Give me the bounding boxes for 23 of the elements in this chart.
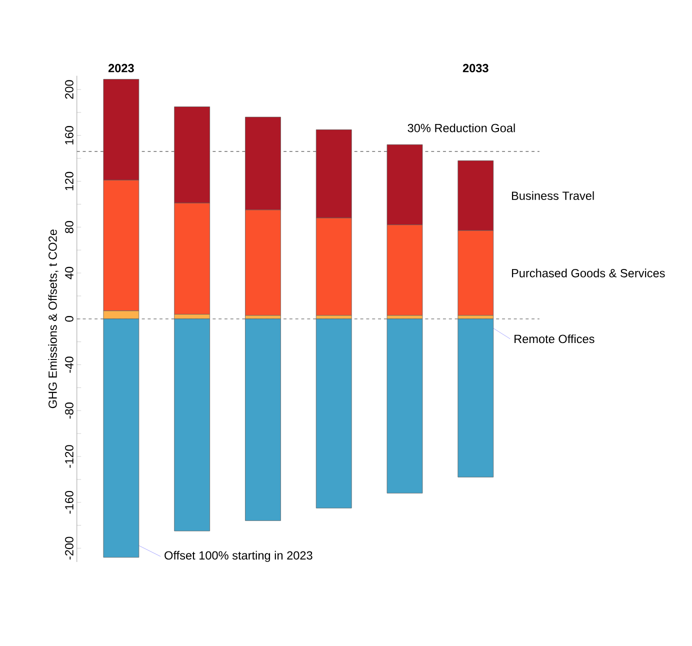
series-label: Business Travel [512, 191, 594, 200]
y-tick-label: -80 [65, 402, 74, 419]
y-tick-label: 0 [65, 316, 74, 322]
y-tick-label: -120 [65, 445, 74, 468]
y-axis-title: GHG Emissions & Offsets, t CO2e [48, 230, 58, 408]
y-tick-label: -40 [65, 356, 74, 373]
ref-line-label: 30% Reduction Goal [408, 124, 515, 132]
bar [245, 318, 281, 522]
bar [458, 318, 494, 478]
y-tick-label: -160 [65, 491, 74, 514]
bar [316, 318, 352, 508]
y-tick-label: 40 [65, 267, 74, 280]
x-tick-label: 2033 [462, 64, 488, 72]
y-tick-label: -200 [65, 537, 74, 560]
x-tick-label: 2023 [108, 64, 134, 72]
y-tick-label: 80 [65, 221, 74, 234]
annotation: Offset 100% starting in 2023 [164, 551, 312, 562]
y-tick-label: 160 [65, 126, 74, 145]
bar [386, 318, 423, 494]
series-label: Purchased Goods & Services [512, 268, 665, 278]
text: Remote Offices [514, 334, 594, 344]
y-tick-label: 200 [65, 80, 74, 99]
y-tick-label: 120 [65, 172, 74, 190]
